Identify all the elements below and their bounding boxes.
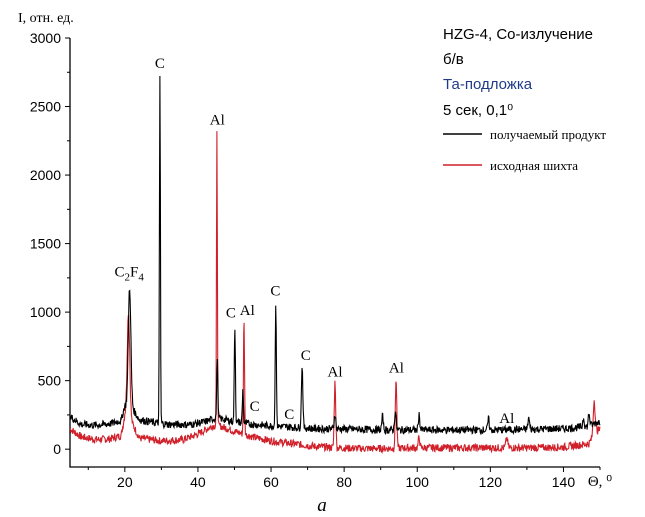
y-tick-label: 2500 bbox=[30, 99, 61, 115]
y-tick-label: 500 bbox=[38, 373, 62, 389]
y-tick-label: 2000 bbox=[30, 167, 61, 183]
x-tick-label: 140 bbox=[552, 474, 576, 490]
series-line-0 bbox=[69, 75, 601, 436]
x-tick-label: 40 bbox=[190, 474, 206, 490]
x-axis-label: Θ, ⁰ bbox=[588, 474, 612, 490]
y-tick-label: 1500 bbox=[30, 236, 61, 252]
y-tick-label: 3000 bbox=[30, 30, 61, 46]
peak-label: Al bbox=[499, 411, 514, 427]
peak-label: Al bbox=[328, 365, 343, 381]
info-line-3: Та-подложка bbox=[443, 76, 533, 93]
x-tick-label: 120 bbox=[479, 474, 503, 490]
x-tick-label: 100 bbox=[406, 474, 430, 490]
x-tick-label: 80 bbox=[336, 474, 352, 490]
axis-frame bbox=[69, 38, 600, 468]
legend-label-product: получаемый продукт bbox=[490, 127, 606, 142]
peak-label: C bbox=[250, 399, 260, 415]
figure-caption: а bbox=[317, 495, 327, 516]
peak-label: Al bbox=[240, 303, 255, 319]
x-tick-label: 20 bbox=[117, 474, 133, 490]
x-tick-label: 60 bbox=[263, 474, 279, 490]
y-axis-label: I, отн. ед. bbox=[18, 11, 74, 26]
info-line-2: б/в bbox=[443, 51, 464, 68]
series-line-1 bbox=[69, 131, 601, 455]
peak-label: C bbox=[284, 407, 294, 423]
peak-label: C bbox=[301, 348, 311, 364]
info-block: HZG-4, Co-излучение б/в Та-подложка 5 се… bbox=[443, 26, 593, 119]
series-group bbox=[69, 75, 601, 455]
legend: получаемый продукт исходная шихта bbox=[443, 127, 606, 173]
peak-label: C bbox=[270, 284, 280, 300]
info-line-4: 5 сек, 0,1⁰ bbox=[443, 102, 513, 119]
axes-group: 0 500 1000 1500 2000 2500 3000 20 40 60 80 100 120 14… bbox=[30, 30, 601, 490]
peak-label: C bbox=[155, 56, 165, 72]
legend-label-charge: исходная шихта bbox=[490, 158, 578, 173]
info-line-1: HZG-4, Co-излучение bbox=[443, 26, 593, 43]
peak-label: C2F4 bbox=[115, 264, 145, 283]
y-tick-label: 0 bbox=[53, 441, 61, 457]
peak-label: C bbox=[226, 306, 236, 322]
y-tick-label: 1000 bbox=[30, 304, 61, 320]
peak-label: Al bbox=[389, 360, 404, 376]
peak-label: Al bbox=[210, 112, 225, 128]
